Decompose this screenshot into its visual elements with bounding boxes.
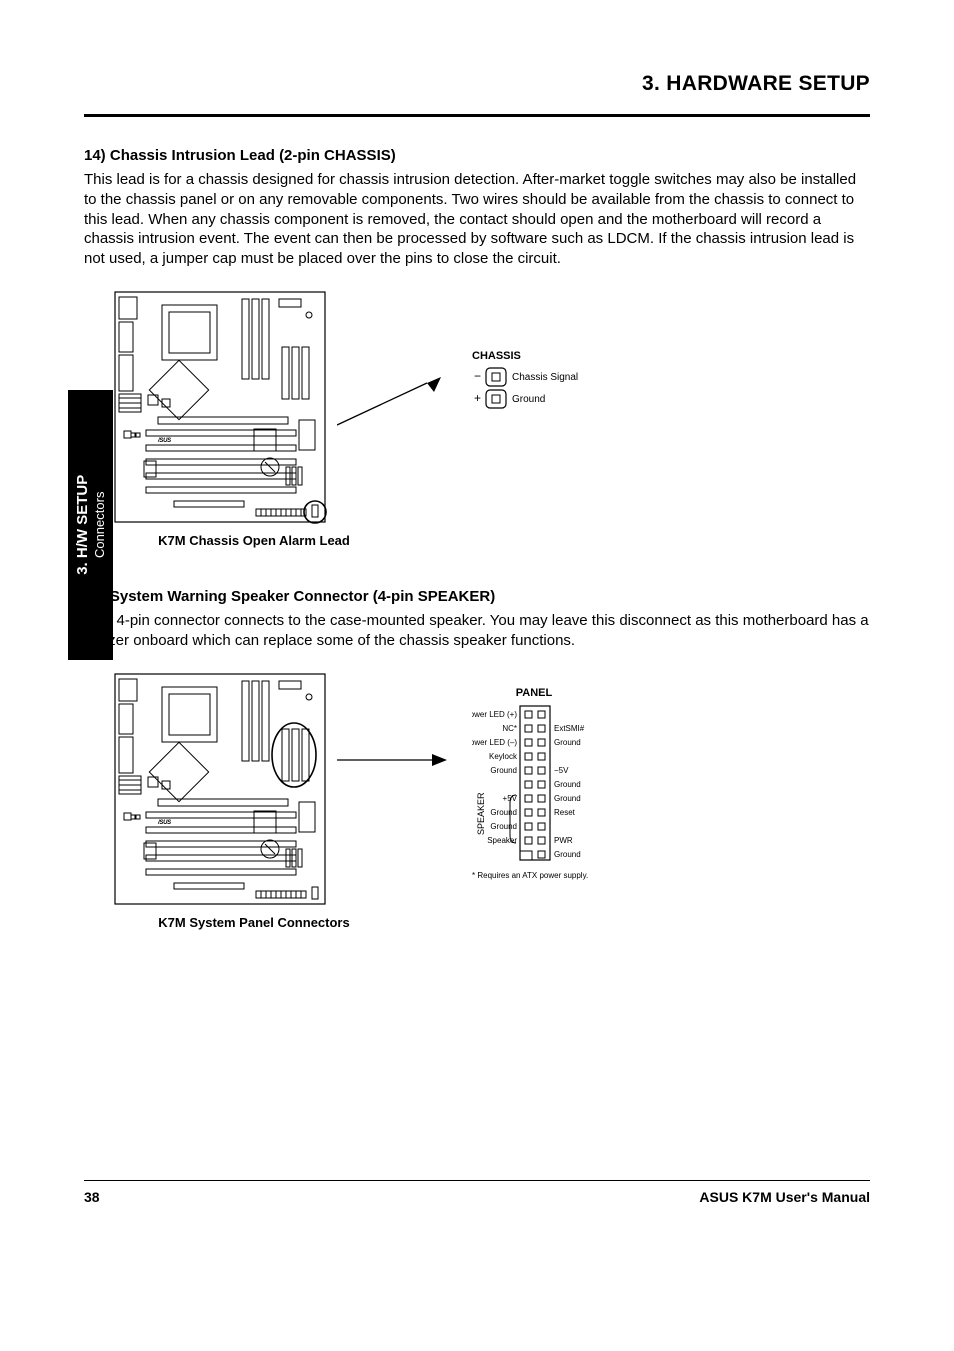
item-14-diagram-row: /SUS	[84, 287, 870, 527]
item-14-body: This lead is for a chassis designed for …	[84, 170, 870, 269]
item-15: 15) System Warning Speaker Connector (4-…	[84, 588, 870, 930]
svg-text:/SUS: /SUS	[157, 438, 171, 444]
header-rule	[84, 114, 870, 117]
footer-rule	[84, 1180, 870, 1181]
svg-text:Ground: Ground	[490, 766, 517, 775]
svg-text:* Requires an ATX power supply: * Requires an ATX power supply.	[472, 871, 588, 880]
item-15-diagram-row: /SUS	[84, 669, 870, 909]
item-14-number: 14)	[84, 147, 106, 164]
svg-text:−: −	[474, 369, 481, 383]
svg-text:Keylock: Keylock	[489, 752, 518, 761]
motherboard-diagram-1: /SUS	[114, 287, 329, 527]
item-15-caption: K7M System Panel Connectors	[114, 915, 394, 930]
item-15-title: 15) System Warning Speaker Connector (4-…	[84, 588, 870, 605]
item-14: 14) Chassis Intrusion Lead (2-pin CHASSI…	[84, 147, 870, 548]
svg-text:Power LED (–): Power LED (–)	[472, 738, 517, 747]
panel-header-label: PANEL	[514, 687, 554, 699]
side-tab-line2: Connectors	[92, 492, 107, 558]
svg-text:Ground: Ground	[512, 394, 545, 405]
item-14-title: 14) Chassis Intrusion Lead (2-pin CHASSI…	[84, 147, 870, 164]
callout-arrow-2-icon	[337, 740, 452, 780]
svg-text:Ground: Ground	[554, 794, 581, 803]
footer: 38 ASUS K7M User's Manual	[84, 1189, 870, 1205]
side-tab-line1: 3. H/W SETUP	[74, 475, 92, 575]
svg-text:Reset: Reset	[554, 808, 576, 817]
svg-text:Ground: Ground	[490, 808, 517, 817]
page-number: 38	[84, 1189, 100, 1205]
item-14-caption: K7M Chassis Open Alarm Lead	[114, 533, 394, 548]
callout-arrow-icon	[337, 377, 452, 437]
chassis-pin-diagram: CHASSIS − + Chassis Signal Ground	[472, 350, 622, 412]
svg-text:+: +	[474, 391, 481, 405]
svg-text:SPEAKER: SPEAKER	[476, 792, 486, 835]
svg-text:Chassis Signal: Chassis Signal	[512, 372, 578, 383]
side-tab: 3. H/W SETUP Connectors	[68, 390, 113, 660]
svg-text:Ground: Ground	[554, 850, 581, 859]
svg-text:NC*: NC*	[502, 724, 517, 733]
svg-text:Speaker: Speaker	[487, 836, 517, 845]
item-14-title-text: Chassis Intrusion Lead (2-pin CHASSIS)	[110, 147, 396, 164]
svg-text:/SUS: /SUS	[157, 820, 171, 826]
chassis-header-label: CHASSIS	[472, 350, 622, 362]
svg-text:+5V: +5V	[503, 794, 518, 803]
manual-title: ASUS K7M User's Manual	[699, 1189, 870, 1205]
motherboard-diagram-2: /SUS	[114, 669, 329, 909]
svg-text:PWR: PWR	[554, 836, 573, 845]
svg-text:ExtSMI#: ExtSMI#	[554, 724, 585, 733]
svg-text:−5V: −5V	[554, 766, 569, 775]
svg-text:Ground: Ground	[490, 822, 517, 831]
panel-pin-diagram: PANEL	[472, 687, 762, 883]
item-15-body: This 4-pin connector connects to the cas…	[84, 611, 870, 651]
section-header: 3. HARDWARE SETUP	[84, 72, 870, 96]
svg-text:Ground: Ground	[554, 738, 581, 747]
svg-text:Ground: Ground	[554, 780, 581, 789]
svg-text:Power LED (+): Power LED (+)	[472, 710, 517, 719]
item-15-title-text: System Warning Speaker Connector (4-pin …	[110, 588, 495, 605]
